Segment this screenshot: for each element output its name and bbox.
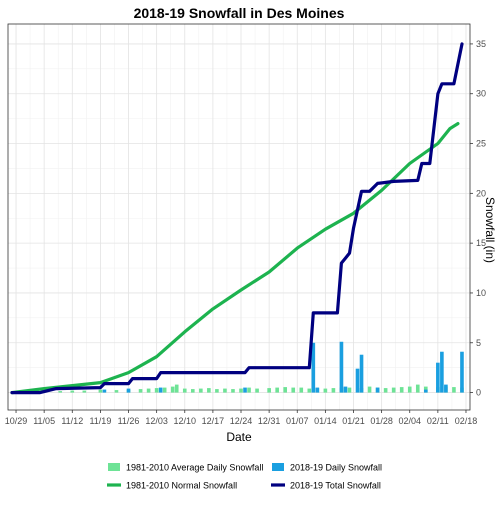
y-tick-label: 30 — [476, 89, 486, 99]
bar-1981-2010-average-daily-snowfall — [146, 388, 151, 393]
x-tick-label: 11/12 — [61, 416, 83, 426]
bar-1981-2010-average-daily-snowfall — [283, 387, 288, 393]
x-tick-label: 12/10 — [173, 416, 196, 426]
bar-1981-2010-average-daily-snowfall — [307, 388, 312, 393]
bar-2018-19-daily-snowfall — [126, 388, 131, 393]
bar-1981-2010-average-daily-snowfall — [291, 387, 296, 393]
bar-1981-2010-average-daily-snowfall — [82, 390, 87, 393]
y-axis-title: Snowfall (in) — [483, 197, 497, 263]
y-tick-label: 10 — [476, 288, 486, 298]
bar-1981-2010-average-daily-snowfall — [323, 388, 328, 393]
x-tick-label: 02/04 — [398, 416, 421, 426]
x-tick-label: 11/26 — [118, 416, 140, 426]
x-tick-label: 12/31 — [258, 416, 281, 426]
bar-1981-2010-average-daily-snowfall — [452, 387, 456, 393]
line-2018-19-total-snowfall — [10, 42, 464, 395]
legend-label: 1981-2010 Average Daily Snowfall — [126, 463, 263, 473]
line-1981-2010-normal-snowfall — [10, 122, 460, 395]
chart-title: 2018-19 Snowfall in Des Moines — [134, 5, 345, 21]
x-tick-label: 12/17 — [202, 416, 225, 426]
bar-1981-2010-average-daily-snowfall — [399, 387, 404, 393]
x-tick-label: 12/24 — [230, 416, 253, 426]
line-layer — [10, 42, 464, 395]
bar-1981-2010-average-daily-snowfall — [347, 387, 352, 393]
bar-1981-2010-average-daily-snowfall — [162, 387, 167, 393]
bar-1981-2010-average-daily-snowfall — [98, 389, 103, 393]
bar-1981-2010-average-daily-snowfall — [255, 388, 259, 393]
bar-2018-19-daily-snowfall — [460, 351, 464, 393]
bar-1981-2010-average-daily-snowfall — [207, 388, 211, 393]
bar-1981-2010-average-daily-snowfall — [114, 390, 119, 393]
bar-2018-19-daily-snowfall — [315, 387, 320, 393]
bar-2018-19-daily-snowfall — [339, 341, 344, 393]
y-tick-label: 20 — [476, 188, 486, 198]
bar-1981-2010-average-daily-snowfall — [215, 389, 219, 393]
x-axis-title: Date — [226, 430, 252, 444]
bar-2018-19-daily-snowfall — [102, 389, 107, 393]
bar-2018-19-daily-snowfall — [440, 351, 444, 393]
bar-1981-2010-average-daily-snowfall — [70, 390, 75, 393]
bar-2018-19-daily-snowfall — [375, 387, 380, 393]
bar-2018-19-daily-snowfall — [355, 368, 360, 393]
grid-layer — [8, 24, 470, 410]
bar-2018-19-daily-snowfall — [311, 342, 316, 393]
bar-1981-2010-average-daily-snowfall — [275, 387, 279, 393]
bar-1981-2010-average-daily-snowfall — [190, 389, 195, 393]
x-axis-ticks: 10/29 11/05 11/12 11/19 11/26 12/03 12/10 12/17… — [5, 410, 477, 426]
legend: 1981-2010 Average Daily Snowfall 2018-19 … — [107, 463, 382, 491]
bar-1981-2010-average-daily-snowfall — [174, 384, 179, 393]
y-axis-ticks: 0 5 10 15 20 25 30 35 — [470, 39, 486, 398]
y-tick-label: 25 — [476, 139, 486, 149]
bar-2018-19-daily-snowfall — [444, 384, 448, 393]
x-tick-label: 02/11 — [427, 416, 449, 426]
bar-1981-2010-average-daily-snowfall — [239, 388, 243, 393]
bar-2018-19-daily-snowfall — [243, 387, 247, 393]
bar-2018-19-daily-snowfall — [343, 386, 348, 393]
bar-1981-2010-average-daily-snowfall — [247, 387, 251, 393]
y-tick-label: 0 — [476, 388, 481, 398]
x-tick-label: 11/05 — [33, 416, 55, 426]
legend-label: 2018-19 Total Snowfall — [290, 481, 381, 491]
x-tick-label: 01/28 — [370, 416, 393, 426]
bar-1981-2010-average-daily-snowfall — [231, 389, 235, 393]
bar-1981-2010-average-daily-snowfall — [154, 388, 159, 393]
bar-2018-19-daily-snowfall — [158, 387, 163, 393]
x-tick-label: 01/21 — [342, 416, 365, 426]
bar-1981-2010-average-daily-snowfall — [223, 388, 227, 393]
bar-1981-2010-average-daily-snowfall — [299, 387, 304, 393]
bar-1981-2010-average-daily-snowfall — [331, 388, 336, 393]
bar-1981-2010-average-daily-snowfall — [267, 388, 271, 393]
bar-1981-2010-average-daily-snowfall — [407, 386, 412, 393]
bar-1981-2010-average-daily-snowfall — [170, 386, 175, 393]
x-tick-label: 01/14 — [314, 416, 337, 426]
plot-frame — [7, 23, 471, 411]
x-tick-label: 10/29 — [5, 416, 28, 426]
y-tick-label: 15 — [476, 238, 486, 248]
bar-2018-19-daily-snowfall — [424, 389, 428, 393]
legend-key — [108, 463, 120, 471]
bar-2018-19-daily-snowfall — [359, 354, 364, 393]
y-tick-label: 35 — [476, 39, 486, 49]
bar-1981-2010-average-daily-snowfall — [182, 388, 187, 393]
x-tick-label: 12/03 — [145, 416, 168, 426]
x-tick-label: 01/07 — [286, 416, 309, 426]
bar-1981-2010-average-daily-snowfall — [138, 389, 143, 393]
bar-1981-2010-average-daily-snowfall — [58, 391, 63, 393]
legend-label: 2018-19 Daily Snowfall — [290, 463, 382, 473]
bar-1981-2010-average-daily-snowfall — [391, 387, 396, 393]
bar-1981-2010-average-daily-snowfall — [199, 388, 203, 393]
legend-key — [272, 463, 284, 471]
x-tick-label: 11/19 — [89, 416, 111, 426]
y-tick-label: 5 — [476, 338, 481, 348]
x-tick-label: 02/18 — [455, 416, 478, 426]
bar-1981-2010-average-daily-snowfall — [415, 384, 420, 393]
bar-layer — [30, 341, 464, 393]
legend-label: 1981-2010 Normal Snowfall — [126, 481, 237, 491]
bar-1981-2010-average-daily-snowfall — [383, 388, 388, 393]
bar-1981-2010-average-daily-snowfall — [367, 386, 372, 393]
bar-2018-19-daily-snowfall — [436, 362, 440, 393]
